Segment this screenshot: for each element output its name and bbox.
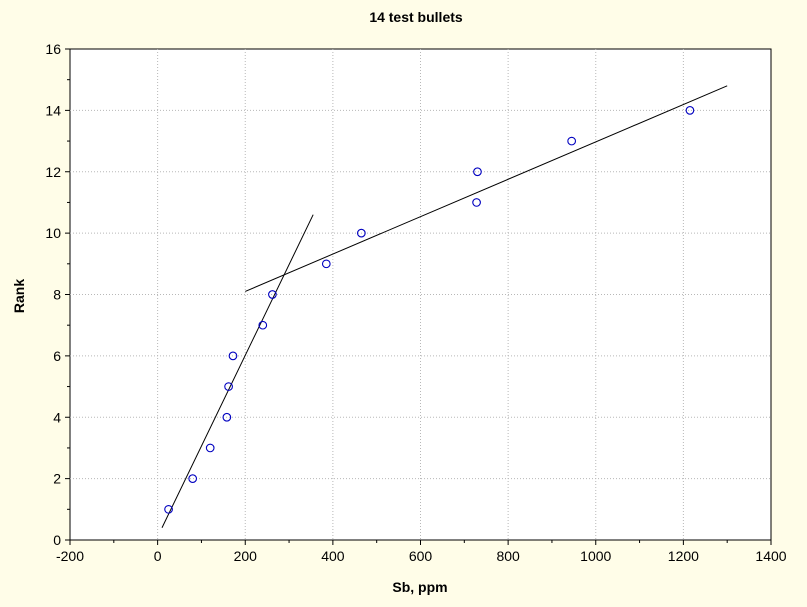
y-tick-label: 16 [45,41,61,57]
data-point [473,167,482,177]
x-tick-label: 600 [409,548,433,564]
y-tick-label: 4 [53,409,61,425]
x-tick-label: 1200 [668,548,699,564]
data-point [222,412,232,422]
data-point [258,320,268,330]
x-tick-label: 1400 [755,548,786,564]
y-tick-label: 12 [45,164,61,180]
data-point [228,351,238,361]
x-tick-label: -200 [56,548,84,564]
x-tick-label: 1000 [580,548,611,564]
x-tick-label: 400 [321,548,345,564]
data-point [224,382,233,391]
data-point [268,290,277,299]
chart-title: 14 test bullets [369,9,463,25]
axis-ticks [65,48,772,545]
y-tick-label: 2 [53,471,61,487]
fit-line [161,214,314,528]
data-point [357,228,366,238]
data-point [685,106,695,115]
data-point [472,198,481,207]
data-point [205,443,215,453]
x-tick-label: 200 [234,548,258,564]
y-tick-label: 10 [45,225,61,241]
y-tick-label: 6 [53,348,61,364]
tick-labels: -200 0 200 400 600 800 1000 1200 140002468101214… [45,41,786,564]
data-point [567,136,577,146]
data-points [164,106,695,514]
y-tick-label: 14 [45,102,61,118]
fit-lines [161,85,728,528]
y-tick-label: 8 [53,287,61,303]
data-point [188,474,198,483]
y-axis-label: Rank [11,279,27,313]
data-point [164,504,173,514]
fit-line [245,85,728,292]
data-point [321,259,331,269]
x-tick-label: 0 [154,548,162,564]
y-tick-label: 0 [53,532,61,548]
x-axis-label: Sb, ppm [392,579,447,595]
grid-lines [70,49,771,540]
x-tick-label: 800 [496,548,520,564]
